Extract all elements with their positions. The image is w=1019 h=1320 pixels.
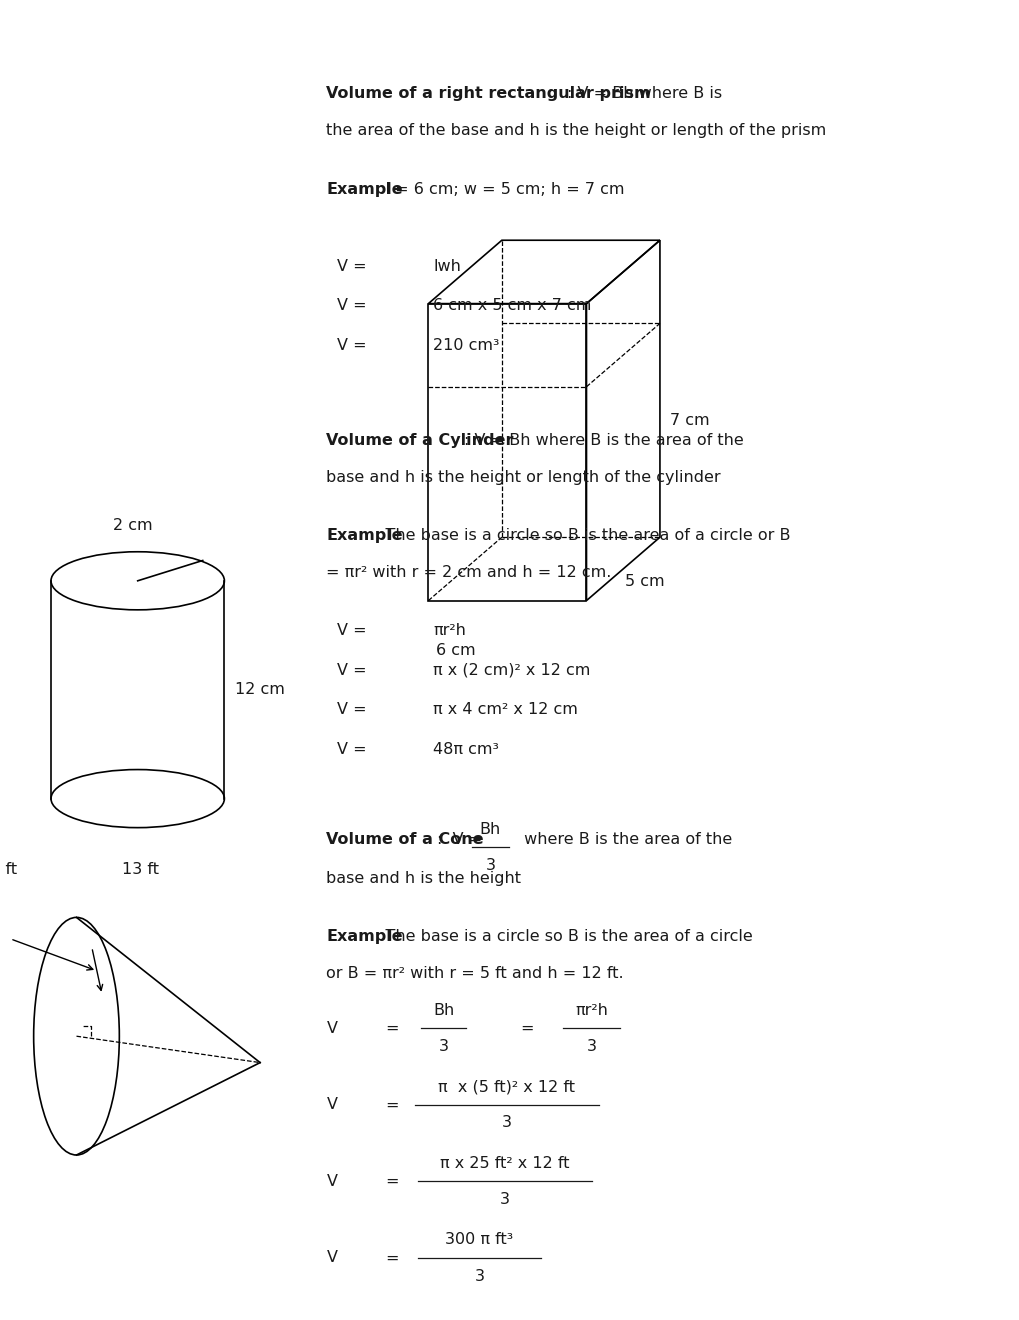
Text: =: = — [385, 1020, 398, 1036]
Text: 6 cm: 6 cm — [436, 643, 476, 657]
Text: 210 cm³: 210 cm³ — [433, 338, 499, 352]
Text: 12 ft: 12 ft — [0, 862, 16, 876]
Text: 3: 3 — [586, 1039, 596, 1053]
Text: π x (2 cm)² x 12 cm: π x (2 cm)² x 12 cm — [433, 663, 590, 677]
Text: V =: V = — [336, 259, 366, 273]
Text: π x 4 cm² x 12 cm: π x 4 cm² x 12 cm — [433, 702, 578, 717]
Text: V: V — [326, 1173, 337, 1189]
Text: 3: 3 — [499, 1192, 510, 1206]
Text: V =: V = — [336, 742, 366, 756]
Text: 48π cm³: 48π cm³ — [433, 742, 499, 756]
Text: 3: 3 — [501, 1115, 512, 1130]
Text: V =: V = — [336, 702, 366, 717]
Text: =: = — [385, 1173, 398, 1189]
Text: =: = — [385, 1097, 398, 1113]
Text: πr²h: πr²h — [433, 623, 466, 638]
Text: V: V — [326, 1250, 337, 1266]
Text: =: = — [385, 1250, 398, 1266]
Text: π  x (5 ft)² x 12 ft: π x (5 ft)² x 12 ft — [438, 1080, 575, 1094]
Text: 7 cm: 7 cm — [669, 413, 709, 428]
Text: =: = — [520, 1020, 533, 1036]
Text: πr²h: πr²h — [575, 1003, 607, 1018]
Text: : l = 6 cm; w = 5 cm; h = 7 cm: : l = 6 cm; w = 5 cm; h = 7 cm — [374, 182, 624, 197]
Text: : V = Bh where B is the area of the: : V = Bh where B is the area of the — [464, 433, 743, 447]
Text: 3: 3 — [438, 1039, 448, 1053]
Text: : The base is a circle so B is the area of a circle or B: : The base is a circle so B is the area … — [374, 528, 790, 543]
Text: 12 cm: 12 cm — [234, 682, 284, 697]
Text: : The base is a circle so B is the area of a circle: : The base is a circle so B is the area … — [374, 929, 752, 944]
Text: or B = πr² with r = 5 ft and h = 12 ft.: or B = πr² with r = 5 ft and h = 12 ft. — [326, 966, 624, 981]
Text: :  V =: : V = — [436, 832, 481, 846]
Text: : V = Bh where B is: : V = Bh where B is — [567, 86, 721, 100]
Text: V =: V = — [336, 298, 366, 313]
Text: Volume of a Cone: Volume of a Cone — [326, 832, 484, 846]
Text: 5 cm: 5 cm — [624, 574, 663, 589]
Text: π x 25 ft² x 12 ft: π x 25 ft² x 12 ft — [440, 1156, 569, 1171]
Text: 3: 3 — [485, 858, 495, 873]
Text: Volume of a right rectangular prism: Volume of a right rectangular prism — [326, 86, 650, 100]
Text: = πr² with r = 2 cm and h = 12 cm.: = πr² with r = 2 cm and h = 12 cm. — [326, 565, 611, 579]
Text: lwh: lwh — [433, 259, 461, 273]
Text: Example: Example — [326, 929, 403, 944]
Text: 6 cm x 5 cm x 7 cm: 6 cm x 5 cm x 7 cm — [433, 298, 591, 313]
Text: V =: V = — [336, 623, 366, 638]
Text: base and h is the height: base and h is the height — [326, 871, 521, 886]
Text: base and h is the height or length of the cylinder: base and h is the height or length of th… — [326, 470, 720, 484]
Text: 3: 3 — [474, 1269, 484, 1283]
Text: 300 π ft³: 300 π ft³ — [445, 1233, 513, 1247]
Text: V: V — [326, 1020, 337, 1036]
Text: Bh: Bh — [479, 822, 500, 837]
Text: where B is the area of the: where B is the area of the — [519, 832, 732, 846]
Text: Example: Example — [326, 528, 403, 543]
Text: 13 ft: 13 ft — [122, 862, 159, 876]
Text: V =: V = — [336, 663, 366, 677]
Text: Volume of a Cylinder: Volume of a Cylinder — [326, 433, 514, 447]
Text: 2 cm: 2 cm — [113, 519, 152, 533]
Text: Example: Example — [326, 182, 403, 197]
Text: V: V — [326, 1097, 337, 1113]
Text: Bh: Bh — [433, 1003, 453, 1018]
Text: V =: V = — [336, 338, 366, 352]
Text: the area of the base and h is the height or length of the prism: the area of the base and h is the height… — [326, 123, 825, 137]
